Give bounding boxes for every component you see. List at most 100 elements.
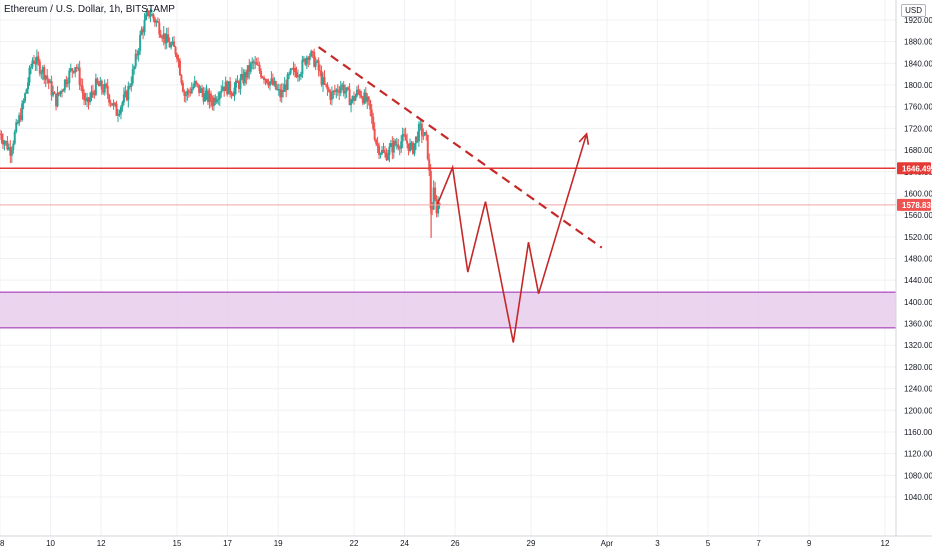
candle-up <box>112 102 115 106</box>
candle-down <box>431 208 434 210</box>
candle-up <box>341 84 344 88</box>
time-tick-label: 29 <box>527 539 536 548</box>
candle-down <box>156 21 159 23</box>
projection-path[interactable] <box>436 133 588 343</box>
candle-down <box>373 128 376 140</box>
candle-down <box>183 91 186 96</box>
candle-down <box>319 70 322 72</box>
candle-down <box>248 65 251 72</box>
candle-down <box>267 83 270 86</box>
candle-up <box>316 60 319 62</box>
candle-up <box>94 78 97 95</box>
candle-down <box>91 91 94 93</box>
candle-up <box>330 92 333 100</box>
candle-up <box>335 89 338 92</box>
candle-down <box>304 58 307 65</box>
candle-down <box>32 60 35 64</box>
candle-down <box>181 82 184 92</box>
candle-up <box>74 67 77 73</box>
dashed-trendline[interactable] <box>317 46 603 249</box>
candle-up <box>224 81 227 92</box>
price-axis[interactable]: 1040.00 1080.00 1120.00 1160.00 1200.00 1240.… <box>895 0 932 550</box>
candle-up <box>239 78 242 89</box>
candle-down <box>358 90 361 96</box>
user-drawings[interactable] <box>317 46 603 343</box>
price-candles <box>0 7 441 238</box>
candle-down <box>109 102 112 104</box>
candle-down <box>428 159 431 171</box>
candle-down <box>327 89 330 92</box>
candle-up <box>68 70 71 84</box>
candle-down <box>382 149 385 153</box>
time-axis[interactable]: 8 10 12 15 17 19 22 24 26 29 Apr 3 5 7 9 12 <box>0 535 932 550</box>
candle-down <box>223 86 226 92</box>
candle-up <box>190 88 193 94</box>
candle-up <box>155 21 158 23</box>
candle-up <box>204 93 207 102</box>
candle-down <box>394 140 397 145</box>
candle-down <box>93 92 96 95</box>
candle-down <box>376 143 379 146</box>
candle-down <box>279 89 282 98</box>
price-tick-label: 1880.00 <box>904 38 932 47</box>
candle-up <box>332 90 335 93</box>
candle-down <box>407 143 410 151</box>
candle-up <box>21 103 24 120</box>
candle-up <box>270 78 273 82</box>
candle-down <box>9 147 12 156</box>
candle-up <box>40 72 43 74</box>
candle-down <box>125 91 128 101</box>
candle-down <box>115 103 118 116</box>
candle-down <box>329 91 332 100</box>
currency-badge[interactable]: USD <box>901 4 926 17</box>
candle-up <box>301 59 304 75</box>
candle-down <box>6 141 9 150</box>
candle-down <box>369 100 372 110</box>
candle-down <box>159 34 162 38</box>
candle-down <box>97 83 100 87</box>
candle-down <box>420 123 423 136</box>
candle-down <box>71 68 74 72</box>
price-tick-label: 1680.00 <box>904 146 932 155</box>
candle-up <box>170 44 173 48</box>
candle-down <box>295 72 298 77</box>
time-tick-label: 24 <box>400 539 409 548</box>
candle-up <box>289 68 292 74</box>
candle-up <box>354 95 357 101</box>
candle-up <box>18 115 21 124</box>
candle-up <box>296 75 299 77</box>
candle-down <box>174 46 177 55</box>
candle-down <box>274 81 277 90</box>
candle-down <box>313 51 316 67</box>
last-price-label-background <box>897 198 931 211</box>
candle-up <box>392 140 395 153</box>
price-tick-label: 1600.00 <box>904 189 932 198</box>
time-tick-label: 12 <box>881 539 890 548</box>
candle-up <box>122 94 125 103</box>
symbol-title: Ethereum / U.S. Dollar, 1h, BITSTAMP <box>4 4 175 15</box>
candle-up <box>220 90 223 94</box>
candle-down <box>72 71 75 73</box>
candle-down <box>245 72 248 78</box>
candle-down <box>209 93 212 102</box>
candle-down <box>347 87 350 90</box>
candle-up <box>233 87 236 96</box>
price-level-lines <box>0 167 896 206</box>
candle-down <box>147 10 150 17</box>
time-tick-label: Apr <box>601 539 614 548</box>
candle-up <box>355 89 358 96</box>
candle-up <box>283 84 286 92</box>
candle-up <box>240 73 243 79</box>
candle-up <box>277 89 280 91</box>
candle-up <box>308 56 311 60</box>
candle-down <box>176 54 178 59</box>
candle-down <box>214 97 217 103</box>
candle-up <box>414 136 417 144</box>
candle-up <box>3 142 6 145</box>
candle-up <box>7 147 10 150</box>
candle-up <box>77 67 80 69</box>
candle-down <box>102 89 105 93</box>
candle-down <box>257 64 260 66</box>
